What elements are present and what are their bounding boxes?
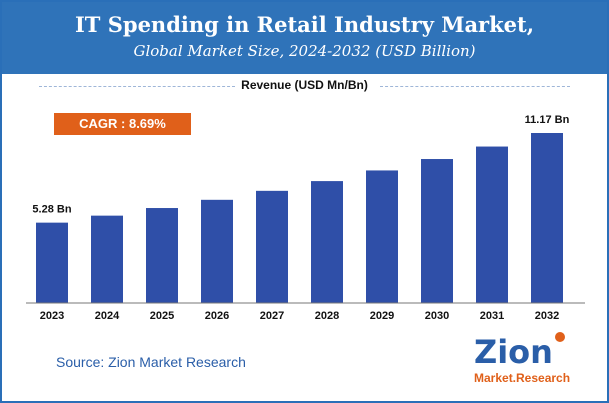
x-tick-label: 2030 [425, 310, 449, 322]
bar-2024 [91, 215, 123, 303]
x-tick-label: 2023 [40, 310, 64, 322]
x-tick-label: 2032 [535, 310, 559, 322]
bar-2029 [366, 170, 398, 303]
legend-line-right [380, 86, 570, 87]
chart-title: IT Spending in Retail Industry Market, [74, 12, 535, 37]
zion-logo: Zion Market.Research [474, 332, 570, 385]
logo-dot [555, 332, 565, 342]
legend-line-left [39, 86, 235, 87]
bar-2031 [476, 146, 508, 303]
bar-2023 [36, 222, 68, 303]
chart-subtitle: Global Market Size, 2024-2032 (USD Billi… [133, 42, 476, 60]
x-tick-label: 2027 [260, 310, 284, 322]
legend-label: Revenue (USD Mn/Bn) [241, 78, 368, 92]
bar-2025 [146, 208, 178, 303]
logo-sub: Market.Research [474, 371, 570, 385]
x-tick-label: 2031 [480, 310, 504, 322]
x-tick-label: 2029 [370, 310, 394, 322]
bar-2030 [421, 159, 453, 303]
bar-2027 [256, 190, 288, 303]
bar-2032 [531, 133, 563, 303]
bar-group [36, 133, 563, 303]
data-label-first: 5.28 Bn [32, 204, 71, 216]
source-note: Source: Zion Market Research [56, 354, 246, 370]
data-label-last: 11.17 Bn [525, 114, 570, 126]
bar-2028 [311, 181, 343, 303]
x-tick-label: 2026 [205, 310, 229, 322]
x-tick-label: 2028 [315, 310, 339, 322]
x-tick-label: 2024 [95, 310, 120, 322]
bar-2026 [201, 199, 233, 303]
logo-brand: Zion [474, 333, 553, 371]
cagr-badge: CAGR : 8.69% [54, 113, 191, 135]
tick-group: 2023 2024 2025 2026 2027 2028 2029 2030 2031 2032 [40, 310, 559, 322]
x-tick-label: 2025 [150, 310, 174, 322]
header-banner: IT Spending in Retail Industry Market, G… [2, 2, 607, 74]
